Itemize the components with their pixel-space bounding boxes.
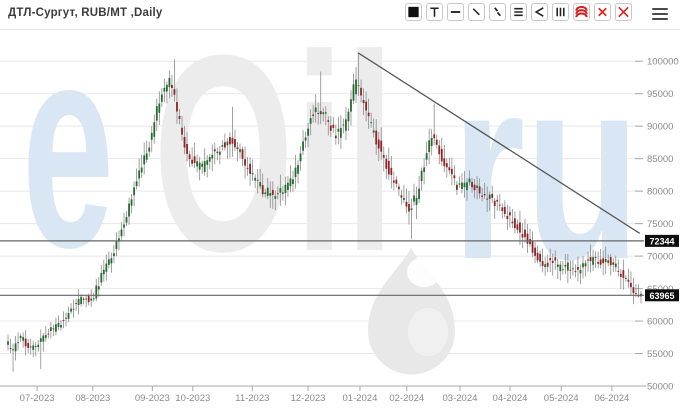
black-square-icon (408, 6, 419, 18)
chart-header: ДТЛ-Сургут, RUB/МТ ,Daily (0, 0, 680, 30)
red-arcs-icon (575, 5, 588, 18)
x-axis-tick-label: 11-2023 (235, 393, 269, 404)
descending-trendline[interactable] (357, 52, 641, 234)
price-tag[interactable] (645, 289, 679, 302)
delete-selected-button[interactable] (594, 3, 611, 21)
horizontal-line-tool-button[interactable] (447, 3, 464, 21)
angle-left-icon (534, 7, 544, 17)
vertical-lines-tool-button[interactable] (552, 3, 569, 21)
diagonal-line-icon (472, 8, 480, 16)
y-axis-tick-label: 95000 (647, 89, 673, 100)
hamburger-icon[interactable] (652, 8, 668, 20)
color-swatch-button[interactable] (405, 3, 422, 21)
y-axis-tick-label: 100000 (647, 57, 679, 68)
delete-all-button[interactable] (615, 3, 632, 21)
watermark-letter: ru (452, 24, 640, 314)
candles-series (7, 52, 642, 372)
x-axis-tick-label: 09-2023 (135, 393, 170, 404)
y-axis-tick-label: 85000 (647, 154, 673, 165)
y-axis-tick-label: 70000 (647, 252, 673, 263)
triple-horizontal-icon (514, 7, 523, 17)
x-axis-tick-label: 07-2023 (20, 393, 55, 404)
y-axis-tick-label: 80000 (647, 187, 673, 198)
x-axis-tick-label: 02-2024 (389, 393, 424, 404)
price-tag-label: 72344 (649, 236, 674, 246)
triple-vertical-icon (556, 7, 565, 17)
x-axis-tick-label: 06-2024 (594, 393, 629, 404)
y-axis-tick-label: 75000 (647, 219, 673, 230)
x-axis-tick-label: 04-2024 (493, 393, 528, 404)
fib-arcs-tool-button[interactable] (573, 3, 590, 21)
y-axis-tick-label: 90000 (647, 122, 673, 133)
eoil-watermark: e Oil ru (22, 0, 640, 375)
text-T-icon (430, 7, 439, 17)
y-axis-tick-label: 55000 (647, 349, 673, 360)
x-axis-tick-label: 12-2023 (291, 393, 326, 404)
drawing-toolbar (405, 3, 632, 21)
oil-drop-highlight (407, 257, 441, 287)
x-axis-tick-label: 05-2024 (544, 393, 579, 404)
y-axis-tick-label: 60000 (647, 317, 673, 328)
red-cross-icon (598, 7, 607, 17)
horizontal-line-icon (450, 11, 461, 13)
fan-tool-button[interactable] (531, 3, 548, 21)
watermark-letter: e (22, 0, 114, 308)
levels-tool-button[interactable] (510, 3, 527, 21)
double-diagonal-icon (494, 7, 501, 17)
trend-line-tool-button[interactable] (468, 3, 485, 21)
x-axis-tick-label: 08-2023 (75, 393, 110, 404)
parallel-lines-tool-button[interactable] (489, 3, 506, 21)
x-axis-tick-label: 10-2023 (175, 393, 210, 404)
price-tag-label: 63965 (649, 291, 674, 301)
red-cross-large-icon (618, 6, 629, 18)
price-tag[interactable] (645, 234, 679, 247)
x-axis-tick-label: 01-2024 (343, 393, 378, 404)
drawn-objects: 72344 63965 (0, 52, 679, 302)
x-axis-tick-label: 03-2024 (443, 393, 478, 404)
oil-drop-sheen (408, 308, 448, 356)
y-axis-tick-label: 50000 (647, 382, 673, 393)
watermark-letter: Oil (153, 0, 395, 310)
gridlines: 1000009500090000850008000075000700006500… (0, 57, 679, 404)
text-tool-button[interactable] (426, 3, 443, 21)
chart-title: ДТЛ-Сургут, RUB/МТ ,Daily (8, 7, 163, 19)
